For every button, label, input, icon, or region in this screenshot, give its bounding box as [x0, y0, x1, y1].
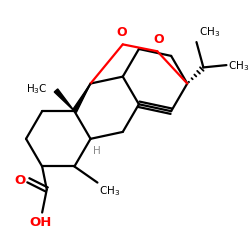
Text: CH$_3$: CH$_3$ [99, 184, 120, 198]
Polygon shape [72, 84, 90, 112]
Text: O: O [153, 33, 164, 46]
Text: O: O [14, 174, 26, 187]
Text: O: O [116, 26, 127, 39]
Polygon shape [54, 89, 74, 111]
Text: CH$_3$: CH$_3$ [228, 59, 250, 73]
Text: H$_3$C: H$_3$C [26, 82, 48, 96]
Text: H: H [93, 146, 101, 156]
Text: CH$_3$: CH$_3$ [199, 25, 220, 39]
Text: OH: OH [30, 216, 52, 229]
